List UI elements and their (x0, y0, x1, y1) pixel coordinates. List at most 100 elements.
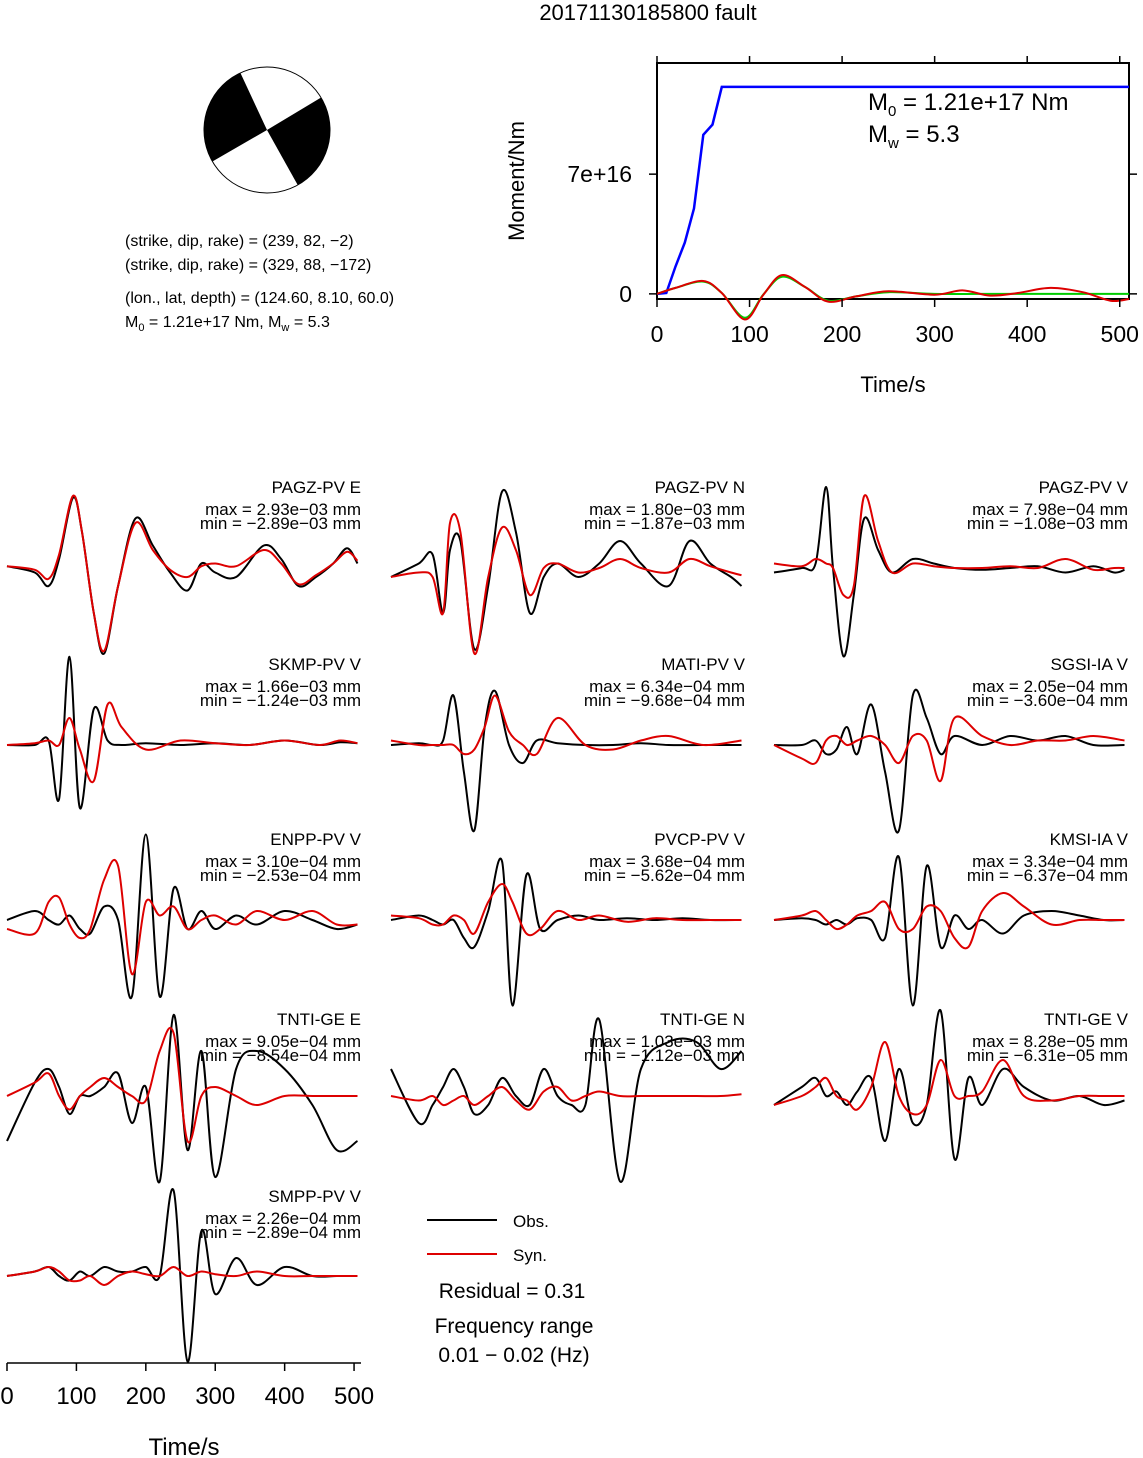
moment-series-group (656, 85, 1130, 321)
synthetic-trace (773, 715, 1125, 783)
trace-max-label: max = 6.34e−04 mm (589, 677, 745, 696)
synthetic-trace (390, 694, 742, 757)
moment-xtick-label: 300 (915, 321, 953, 347)
moment-xtick-label: 200 (823, 321, 861, 347)
moment-xlabel: Time/s (860, 372, 925, 397)
residual-text: Residual = 0.31 (439, 1280, 586, 1303)
station-label: TNTI-GE N (660, 1010, 745, 1029)
moment-annotation-m0: M0 = 1.21e+17 Nm (868, 89, 1068, 120)
trace-max-label: max = 2.26e−04 mm (205, 1209, 361, 1228)
focal-info: (strike, dip, rake) = (239, 82, −2) (str… (125, 233, 394, 334)
waveform-xlabel: Time/s (148, 1434, 219, 1458)
trace-min-label: min = −9.68e−04 mm (584, 691, 745, 710)
waveform-xtick-label: 300 (195, 1383, 235, 1410)
station-label: TNTI-GE E (277, 1010, 361, 1029)
station-label: KMSI-IA V (1050, 830, 1129, 849)
synthetic-trace (6, 1265, 358, 1287)
observed-trace (390, 689, 742, 833)
trace-min-label: min = −2.89e−04 mm (200, 1223, 361, 1242)
synthetic-trace (773, 892, 1125, 950)
trace-min-label: min = −6.37e−04 mm (967, 866, 1128, 885)
waveform-xtick-label: 0 (0, 1383, 13, 1410)
nodal-plane-1: (strike, dip, rake) = (239, 82, −2) (125, 233, 354, 250)
observed-trace (390, 488, 743, 651)
trace-max-label: max = 3.68e−04 mm (589, 852, 745, 871)
legend-syn-label: Syn. (513, 1246, 547, 1265)
trace-max-label: max = 2.93e−03 mm (205, 500, 361, 519)
moment-xtick-label: 0 (651, 321, 664, 347)
frequency-range-value: 0.01 − 0.02 (Hz) (438, 1344, 589, 1367)
station-label: PAGZ-PV N (655, 478, 745, 497)
beachball-quadrant-west (203, 72, 267, 162)
waveform-time-axis: Time/s 0 100 200 300 400 500 (0, 1362, 374, 1458)
trace-max-label: max = 9.05e−04 mm (205, 1032, 361, 1051)
trace-max-label: max = 2.05e−04 mm (972, 677, 1128, 696)
observed-trace (6, 1013, 359, 1184)
synthetic-trace (390, 1085, 742, 1111)
observed-trace (6, 833, 358, 1000)
moment-cumulative-line (656, 85, 1129, 296)
hypocenter-location: (lon., lat, depth) = (124.60, 8.10, 60.0… (125, 290, 394, 307)
trace-min-label: min = −3.60e−04 mm (967, 691, 1128, 710)
trace-min-label: min = −1.12e−03 mm (584, 1046, 745, 1065)
station-label: SKMP-PV V (268, 655, 361, 674)
moment-xtick-label: 400 (1008, 321, 1046, 347)
station-label: SMPP-PV V (268, 1187, 361, 1206)
legend-obs-label: Obs. (513, 1212, 549, 1231)
frequency-range-title: Frequency range (435, 1315, 594, 1338)
trace-min-label: min = −2.89e−03 mm (200, 514, 361, 533)
station-label: PAGZ-PV E (272, 478, 361, 497)
moment-rate-line-2 (656, 274, 1130, 321)
trace-min-label: min = −5.62e−04 mm (584, 866, 745, 885)
observed-trace (773, 855, 1125, 1007)
moment-axis-ticks: 0 100 200 300 400 500 0 7e+16 (567, 56, 1139, 347)
waveform-xtick-label: 400 (265, 1383, 305, 1410)
station-label: TNTI-GE V (1044, 1010, 1129, 1029)
waveform-xtick-label: 200 (126, 1383, 166, 1410)
observed-trace (390, 1017, 743, 1183)
moment-rate-line-1 (656, 275, 1129, 319)
waveform-xtick-label: 500 (334, 1383, 374, 1410)
synthetic-trace (390, 882, 742, 937)
synthetic-trace (773, 1040, 1125, 1116)
station-label: ENPP-PV V (270, 830, 361, 849)
synthetic-trace (6, 701, 358, 784)
synthetic-trace (6, 859, 358, 976)
synthetic-trace (773, 494, 1125, 599)
trace-min-label: min = −2.53e−04 mm (200, 866, 361, 885)
trace-max-label: max = 7.98e−04 mm (972, 500, 1128, 519)
waveform-xtick-label: 100 (56, 1383, 96, 1410)
trace-min-label: min = −1.87e−03 mm (584, 514, 745, 533)
moment-ytick-label: 0 (619, 281, 632, 307)
trace-min-label: min = −1.24e−03 mm (200, 691, 361, 710)
figure-title: 20171130185800 fault (539, 0, 756, 25)
trace-max-label: max = 8.28e−05 mm (972, 1032, 1128, 1051)
moment-xtick-label: 500 (1101, 321, 1139, 347)
station-label: MATI-PV V (661, 655, 745, 674)
moment-ylabel: Moment/Nm (504, 121, 529, 241)
synthetic-trace (6, 1026, 358, 1144)
moment-xtick-label: 100 (730, 321, 768, 347)
legend: Obs. Syn. Residual = 0.31 Frequency rang… (427, 1212, 593, 1367)
trace-max-label: max = 1.80e−03 mm (589, 500, 745, 519)
synthetic-trace (390, 513, 742, 655)
nodal-plane-2: (strike, dip, rake) = (329, 88, −172) (125, 257, 371, 274)
moment-magnitude-summary: M0 = 1.21e+17 Nm, Mw = 5.3 (125, 314, 330, 334)
beachball-mechanism (203, 66, 331, 194)
moment-chart-frame (656, 62, 1130, 300)
